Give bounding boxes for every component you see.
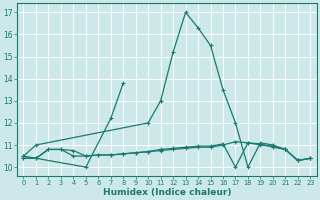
X-axis label: Humidex (Indice chaleur): Humidex (Indice chaleur) [103, 188, 231, 197]
